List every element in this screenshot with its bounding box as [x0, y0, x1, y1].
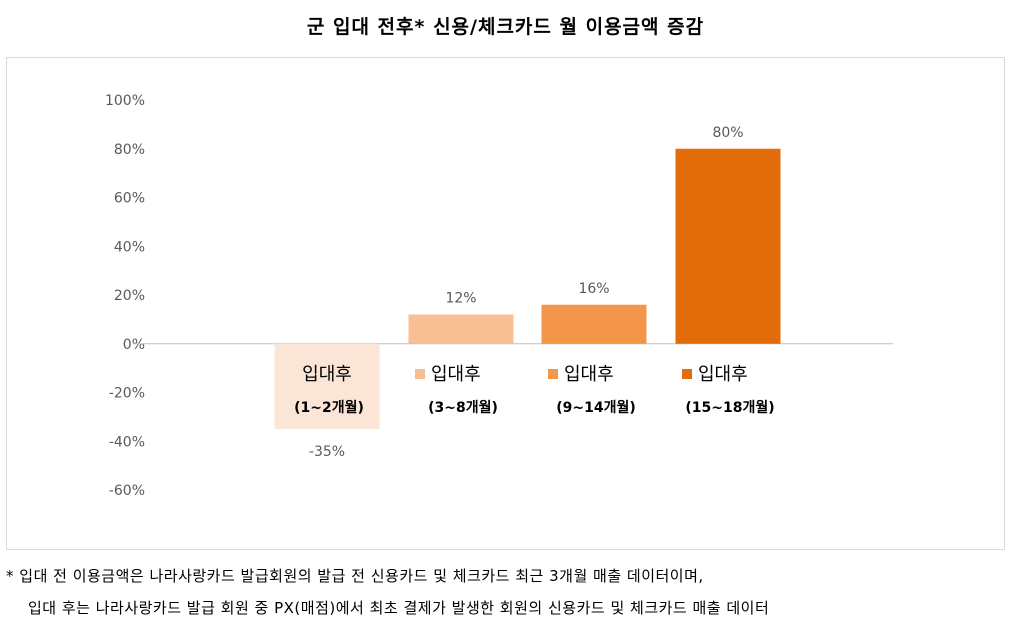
y-tick-label: 0%: [123, 337, 145, 353]
category-label-line2: (15~18개월): [685, 399, 774, 416]
footnote-line-2: 입대 후는 나라사랑카드 발급 회원 중 PX(매점)에서 최초 결제가 발생한…: [28, 599, 770, 617]
y-tick-label: -20%: [109, 386, 145, 402]
legend-swatch: [415, 369, 425, 379]
y-tick-label: 80%: [114, 142, 145, 158]
footnote-line-1: * 입대 전 이용금액은 나라사랑카드 발급회원의 발급 전 신용카드 및 체크…: [6, 567, 704, 585]
category-label-line2: (9~14개월): [556, 399, 636, 416]
bar: [408, 314, 514, 344]
chart-title: 군 입대 전후* 신용/체크카드 월 이용금액 증감: [306, 16, 705, 38]
footnotes: * 입대 전 이용금액은 나라사랑카드 발급회원의 발급 전 신용카드 및 체크…: [6, 560, 1006, 624]
category-labels: 입대후 (1~2개월) 입대후 (3~8개월) 입대후 (9~14개월) 입대후 (15~18…: [294, 364, 775, 416]
y-tick-label: 20%: [114, 288, 145, 304]
data-label: 12%: [445, 291, 476, 307]
y-tick-label: -60%: [109, 483, 145, 499]
legend-swatch: [548, 369, 558, 379]
category-label-line1: 입대후: [564, 364, 614, 385]
data-labels: -35% 12% 16% 80%: [309, 125, 744, 460]
bar-chart: 100% 80% 60% 40% 20% 0% -20% -40% -60% -35% 12% 16…: [105, 93, 893, 499]
bar: [541, 304, 647, 344]
y-axis: 100% 80% 60% 40% 20% 0% -20% -40% -60%: [105, 93, 145, 499]
bar: [274, 343, 380, 430]
data-label: 80%: [712, 125, 743, 141]
y-tick-label: 60%: [114, 191, 145, 207]
category-label-line2: (3~8개월): [428, 399, 498, 416]
data-label: 16%: [578, 281, 609, 297]
y-tick-label: 40%: [114, 239, 145, 255]
category-label-line1: 입대후: [431, 364, 481, 385]
category-label-line2: (1~2개월): [294, 399, 364, 416]
legend-swatch: [682, 369, 692, 379]
bars: [274, 148, 781, 430]
category-label-line1: 입대후: [698, 364, 748, 385]
category-label-line1: 입대후: [302, 364, 352, 385]
bar: [675, 148, 781, 344]
y-tick-label: -40%: [109, 434, 145, 450]
data-label: -35%: [309, 444, 345, 460]
chart-frame: [6, 57, 1005, 550]
y-tick-label: 100%: [105, 93, 145, 109]
